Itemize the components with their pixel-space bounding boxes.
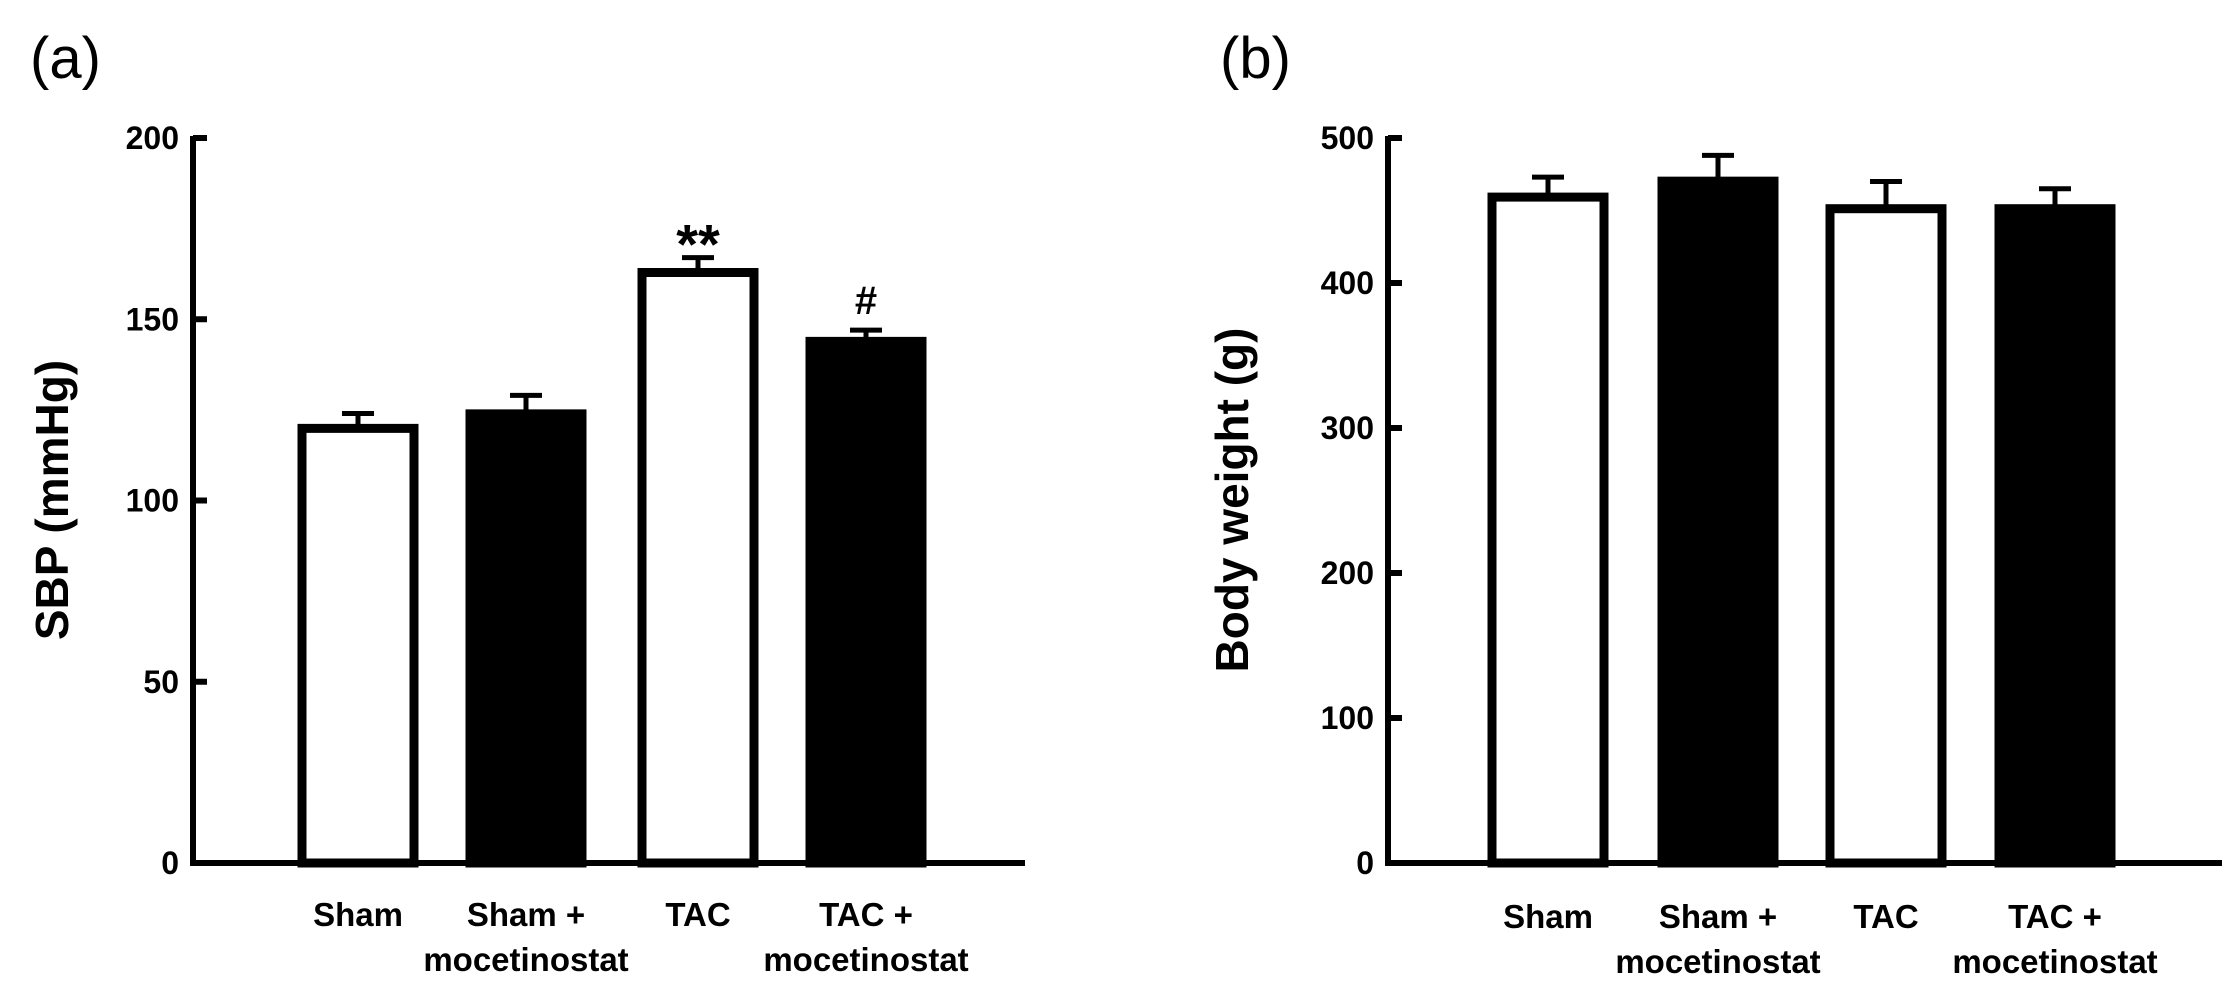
y-tick-label-b-100: 100 bbox=[1321, 700, 1374, 736]
bar-b-1 bbox=[1487, 192, 1609, 868]
x-tick-label-a-3: TAC bbox=[665, 896, 730, 933]
bar-a-3 bbox=[637, 268, 759, 868]
x-tick-label-a-2: Sham + mocetinostat bbox=[423, 896, 628, 978]
panel-b-body-weight-chart: (b) Sham Sham + mocetinostat TAC TAC + mocetin… bbox=[1206, 26, 2222, 980]
significance-marker-a-4: # bbox=[855, 279, 877, 323]
panel-label-a: (a) bbox=[30, 26, 101, 91]
bar-a-1 bbox=[297, 423, 419, 868]
y-tick-label-b-0: 0 bbox=[1356, 845, 1374, 881]
x-tick-label-b-3: TAC bbox=[1853, 898, 1918, 935]
y-tick-label-b-300: 300 bbox=[1321, 410, 1374, 446]
x-tick-label-b-2: Sham + mocetinostat bbox=[1615, 898, 1820, 980]
x-tick-label-a-1: Sham bbox=[313, 896, 403, 933]
bar-a-2 bbox=[465, 409, 587, 868]
y-tick-label-b-500: 500 bbox=[1321, 120, 1374, 156]
x-tick-label-b-1: Sham bbox=[1503, 898, 1593, 935]
significance-marker-a-3: ** bbox=[676, 213, 720, 276]
x-tick-label-b-4: TAC + mocetinostat bbox=[1952, 898, 2157, 980]
panel-label-b: (b) bbox=[1220, 26, 1291, 91]
x-tick-label-a-4: TAC + mocetinostat bbox=[763, 896, 968, 978]
bar-b-4 bbox=[1994, 204, 2116, 868]
bar-b-2 bbox=[1657, 176, 1779, 868]
y-tick-label-a-100: 100 bbox=[126, 483, 179, 519]
y-axis-title-a: SBP (mmHg) bbox=[26, 360, 78, 640]
y-tick-label-a-0: 0 bbox=[161, 845, 179, 881]
y-tick-label-a-150: 150 bbox=[126, 301, 179, 337]
y-tick-label-a-200: 200 bbox=[126, 120, 179, 156]
y-tick-label-a-50: 50 bbox=[143, 664, 179, 700]
y-axis-title-b: Body weight (g) bbox=[1206, 328, 1258, 673]
bar-a-4 bbox=[805, 336, 927, 868]
y-tick-label-b-400: 400 bbox=[1321, 265, 1374, 301]
panel-a-sbp-chart: (a) Sham Sham + mocetinostat ** TAC # TAC + moce… bbox=[26, 26, 1025, 978]
bar-b-3 bbox=[1825, 204, 1947, 868]
y-tick-label-b-200: 200 bbox=[1321, 555, 1374, 591]
